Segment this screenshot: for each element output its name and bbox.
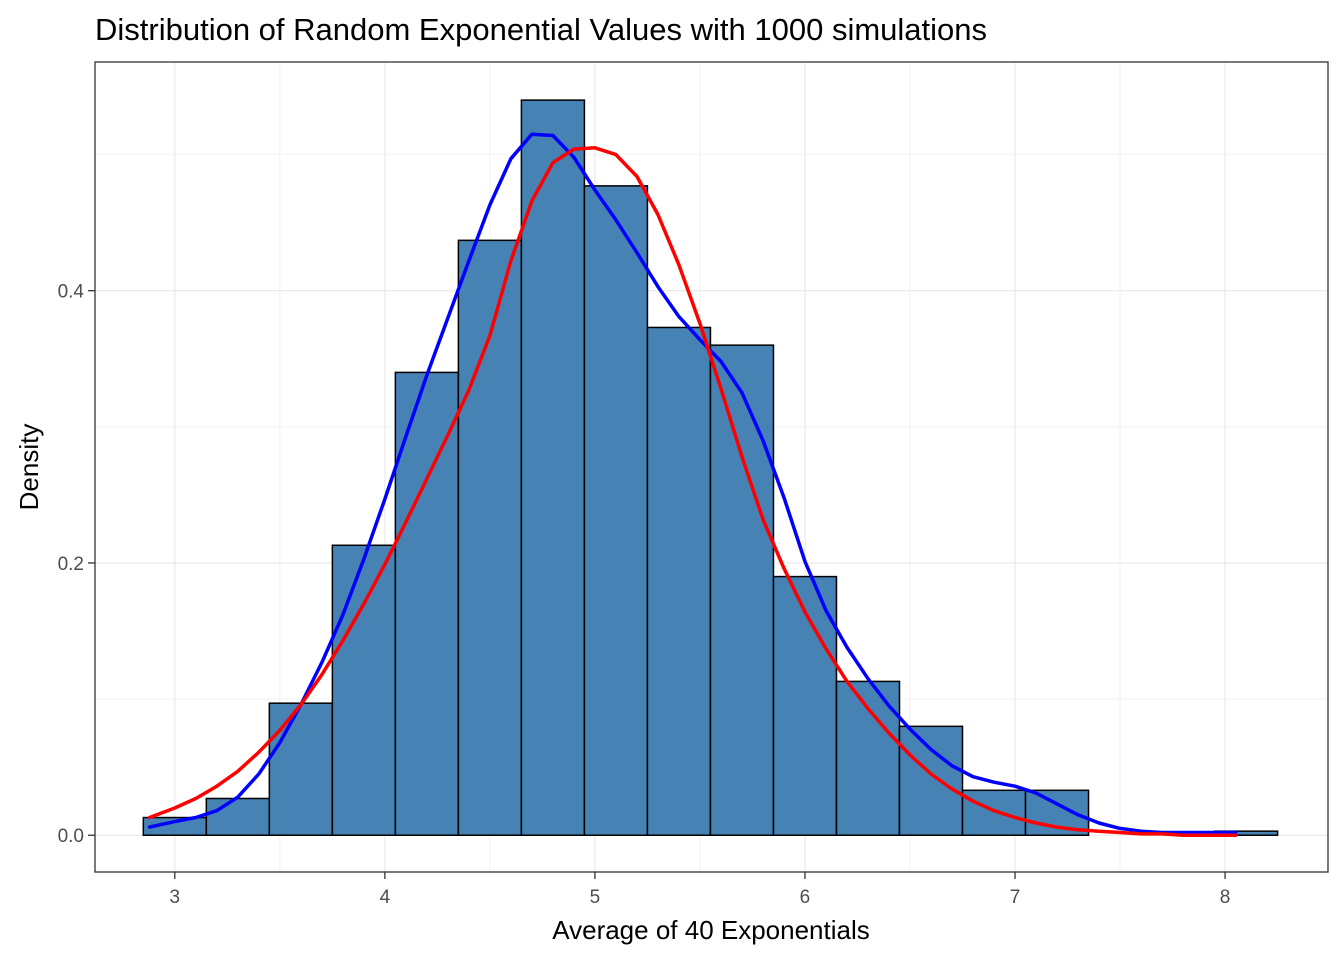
histogram-bar — [520, 99, 586, 836]
histogram-bar — [268, 702, 334, 836]
y-tick-label: 0.0 — [58, 826, 84, 847]
histogram-bar — [961, 789, 1027, 836]
histogram-bar — [583, 185, 649, 836]
x-axis-ticks: 3 4 5 6 7 8 — [170, 872, 1231, 908]
x-axis-title: Average of 40 Exponentials — [552, 915, 870, 945]
y-axis-title: Density — [14, 424, 44, 511]
chart-title: Distribution of Random Exponential Value… — [95, 12, 987, 47]
histogram-bars — [142, 99, 1279, 836]
histogram-bar — [646, 326, 712, 836]
x-tick-label: 7 — [1010, 887, 1021, 908]
histogram-bar — [331, 544, 397, 836]
x-tick-label: 6 — [800, 887, 811, 908]
normal-density-curve — [147, 146, 1238, 837]
histogram-bar — [394, 371, 460, 836]
y-tick-label: 0.4 — [58, 282, 85, 303]
y-tick-label: 0.2 — [58, 554, 84, 575]
x-tick-label: 5 — [590, 887, 601, 908]
histogram-bar — [709, 344, 775, 836]
x-tick-label: 8 — [1220, 887, 1231, 908]
histogram-bar — [772, 575, 838, 836]
histogram-bar — [898, 725, 964, 836]
density-curves — [147, 132, 1238, 837]
x-tick-label: 4 — [380, 887, 391, 908]
y-axis-ticks: 0.0 0.2 0.4 — [58, 282, 95, 847]
x-tick-label: 3 — [170, 887, 181, 908]
kernel-density-curve — [147, 132, 1238, 835]
histogram-bar — [205, 797, 271, 836]
plot-panel-border — [94, 61, 1329, 873]
